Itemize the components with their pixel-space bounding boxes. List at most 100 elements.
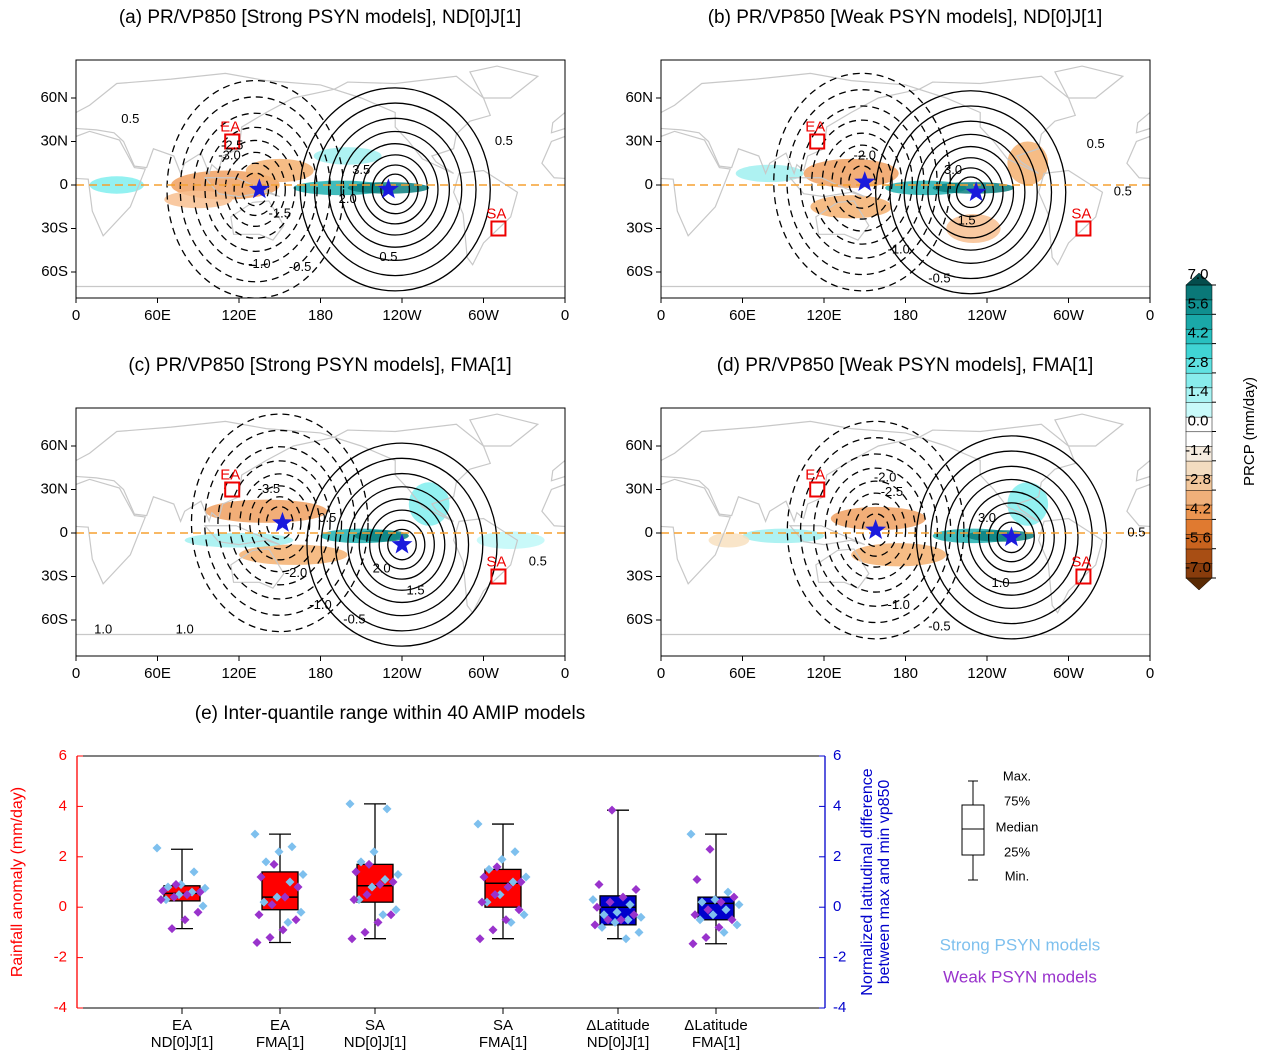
x-tick-label: FMA[1]: [692, 1034, 740, 1051]
model-point: [695, 915, 705, 925]
precip-shade: [803, 158, 899, 188]
x-tick-label: FMA[1]: [479, 1034, 527, 1051]
model-point: [490, 890, 500, 900]
model-point: [250, 829, 260, 839]
map-title: (d) PR/VP850 [Weak PSYN models], FMA[1]: [717, 355, 1094, 376]
contour-neg: [844, 492, 907, 568]
contour-neg: [239, 473, 321, 573]
contour-pos: [903, 120, 1038, 264]
contour-label: 2.0: [373, 561, 391, 576]
model-point: [198, 901, 208, 911]
precip-shade: [184, 533, 294, 548]
model-point: [274, 847, 284, 857]
model-point: [254, 910, 264, 920]
model-point: [386, 910, 396, 920]
map-content: [76, 413, 565, 647]
center-star: [854, 171, 876, 191]
y2-tick-label: 2: [833, 848, 841, 865]
coastline: [452, 169, 519, 266]
model-point: [354, 895, 364, 905]
model-point: [182, 890, 192, 900]
lon-tick-label: 60W: [1053, 307, 1085, 324]
contour-pos: [328, 117, 463, 262]
contour-pos: [362, 154, 429, 225]
colorbar-tick-label: -4.2: [1185, 500, 1211, 517]
model-point: [345, 799, 355, 809]
model-point: [690, 910, 700, 920]
lat-tick-label: 60S: [626, 263, 653, 280]
colorbar-tick-label: 5.6: [1188, 295, 1209, 312]
contour-pos: [387, 528, 417, 561]
key-label: 75%: [1004, 793, 1030, 808]
model-point: [686, 829, 696, 839]
map-panel: EA SA 0.5 -2.5-3.0 -1.0 -0.5 -1.5 3.5 2.0 0.5 0.5 6…: [40, 7, 773, 324]
y2-tick-label: -2: [833, 949, 846, 966]
model-point: [189, 867, 199, 877]
region-label: SA: [486, 553, 506, 570]
model-point: [259, 897, 269, 907]
center-star: [391, 533, 413, 554]
contour-label: -2.0: [854, 147, 876, 162]
y-tick-label: 0: [59, 898, 67, 915]
model-point: [727, 915, 737, 925]
lon-tick-label: 0: [72, 665, 80, 682]
contour-neg: [241, 172, 270, 207]
region-box: [809, 481, 826, 498]
key-box: [961, 804, 985, 856]
region-label: EA: [805, 466, 825, 483]
x-tick-label: SA: [365, 1017, 385, 1034]
y-tick-label: -2: [54, 949, 67, 966]
contour-pos: [937, 157, 1004, 228]
lat-tick-label: 0: [60, 176, 68, 193]
colorbar-tick-label: -1.4: [1185, 442, 1211, 459]
lon-tick-label: 120W: [967, 307, 1007, 324]
box: [484, 868, 522, 908]
key-label: Median: [996, 819, 1039, 834]
coastline: [720, 201, 773, 240]
center-star: [248, 178, 270, 199]
contour-neg: [166, 79, 345, 298]
coastline: [1135, 111, 1150, 134]
contour-neg: [233, 162, 278, 217]
model-point: [514, 905, 524, 915]
contour-neg: [799, 437, 952, 624]
model-point: [256, 872, 266, 882]
contour-neg: [214, 139, 296, 239]
model-point: [508, 877, 518, 887]
model-point: [688, 939, 698, 949]
contour-pos: [340, 130, 451, 248]
coastline: [76, 72, 337, 176]
model-point: [497, 854, 507, 864]
precip-shade: [742, 528, 824, 544]
model-point: [631, 885, 641, 895]
lon-tick-label: 0: [561, 307, 569, 324]
contour-neg: [217, 446, 343, 600]
model-point: [477, 897, 487, 907]
coastline: [917, 75, 1077, 174]
model-point: [594, 880, 604, 890]
precip-shade: [313, 147, 382, 165]
model-point: [482, 897, 492, 907]
x-tick-label: ND[0]J[1]: [587, 1034, 650, 1051]
coastline: [550, 111, 565, 134]
model-point: [347, 934, 357, 944]
key-label: Min.: [1005, 868, 1030, 883]
contour-pos: [947, 167, 995, 218]
region-box: [809, 133, 826, 150]
contour-label: -1.0: [248, 256, 270, 271]
contour-label: 3.0: [944, 162, 962, 177]
lat-tick-label: 30N: [40, 132, 68, 149]
model-point: [158, 886, 168, 896]
region-box: [490, 568, 507, 585]
contour-label: 3.5: [352, 162, 370, 177]
box: [356, 863, 394, 903]
coastline: [469, 413, 540, 447]
contour-pos: [915, 133, 1026, 251]
contour-pos: [927, 145, 1015, 239]
contour-label: 0.5: [1087, 136, 1105, 151]
contour-neg: [835, 480, 916, 580]
contour-label: -1.5: [269, 205, 291, 220]
coastline: [661, 72, 922, 176]
